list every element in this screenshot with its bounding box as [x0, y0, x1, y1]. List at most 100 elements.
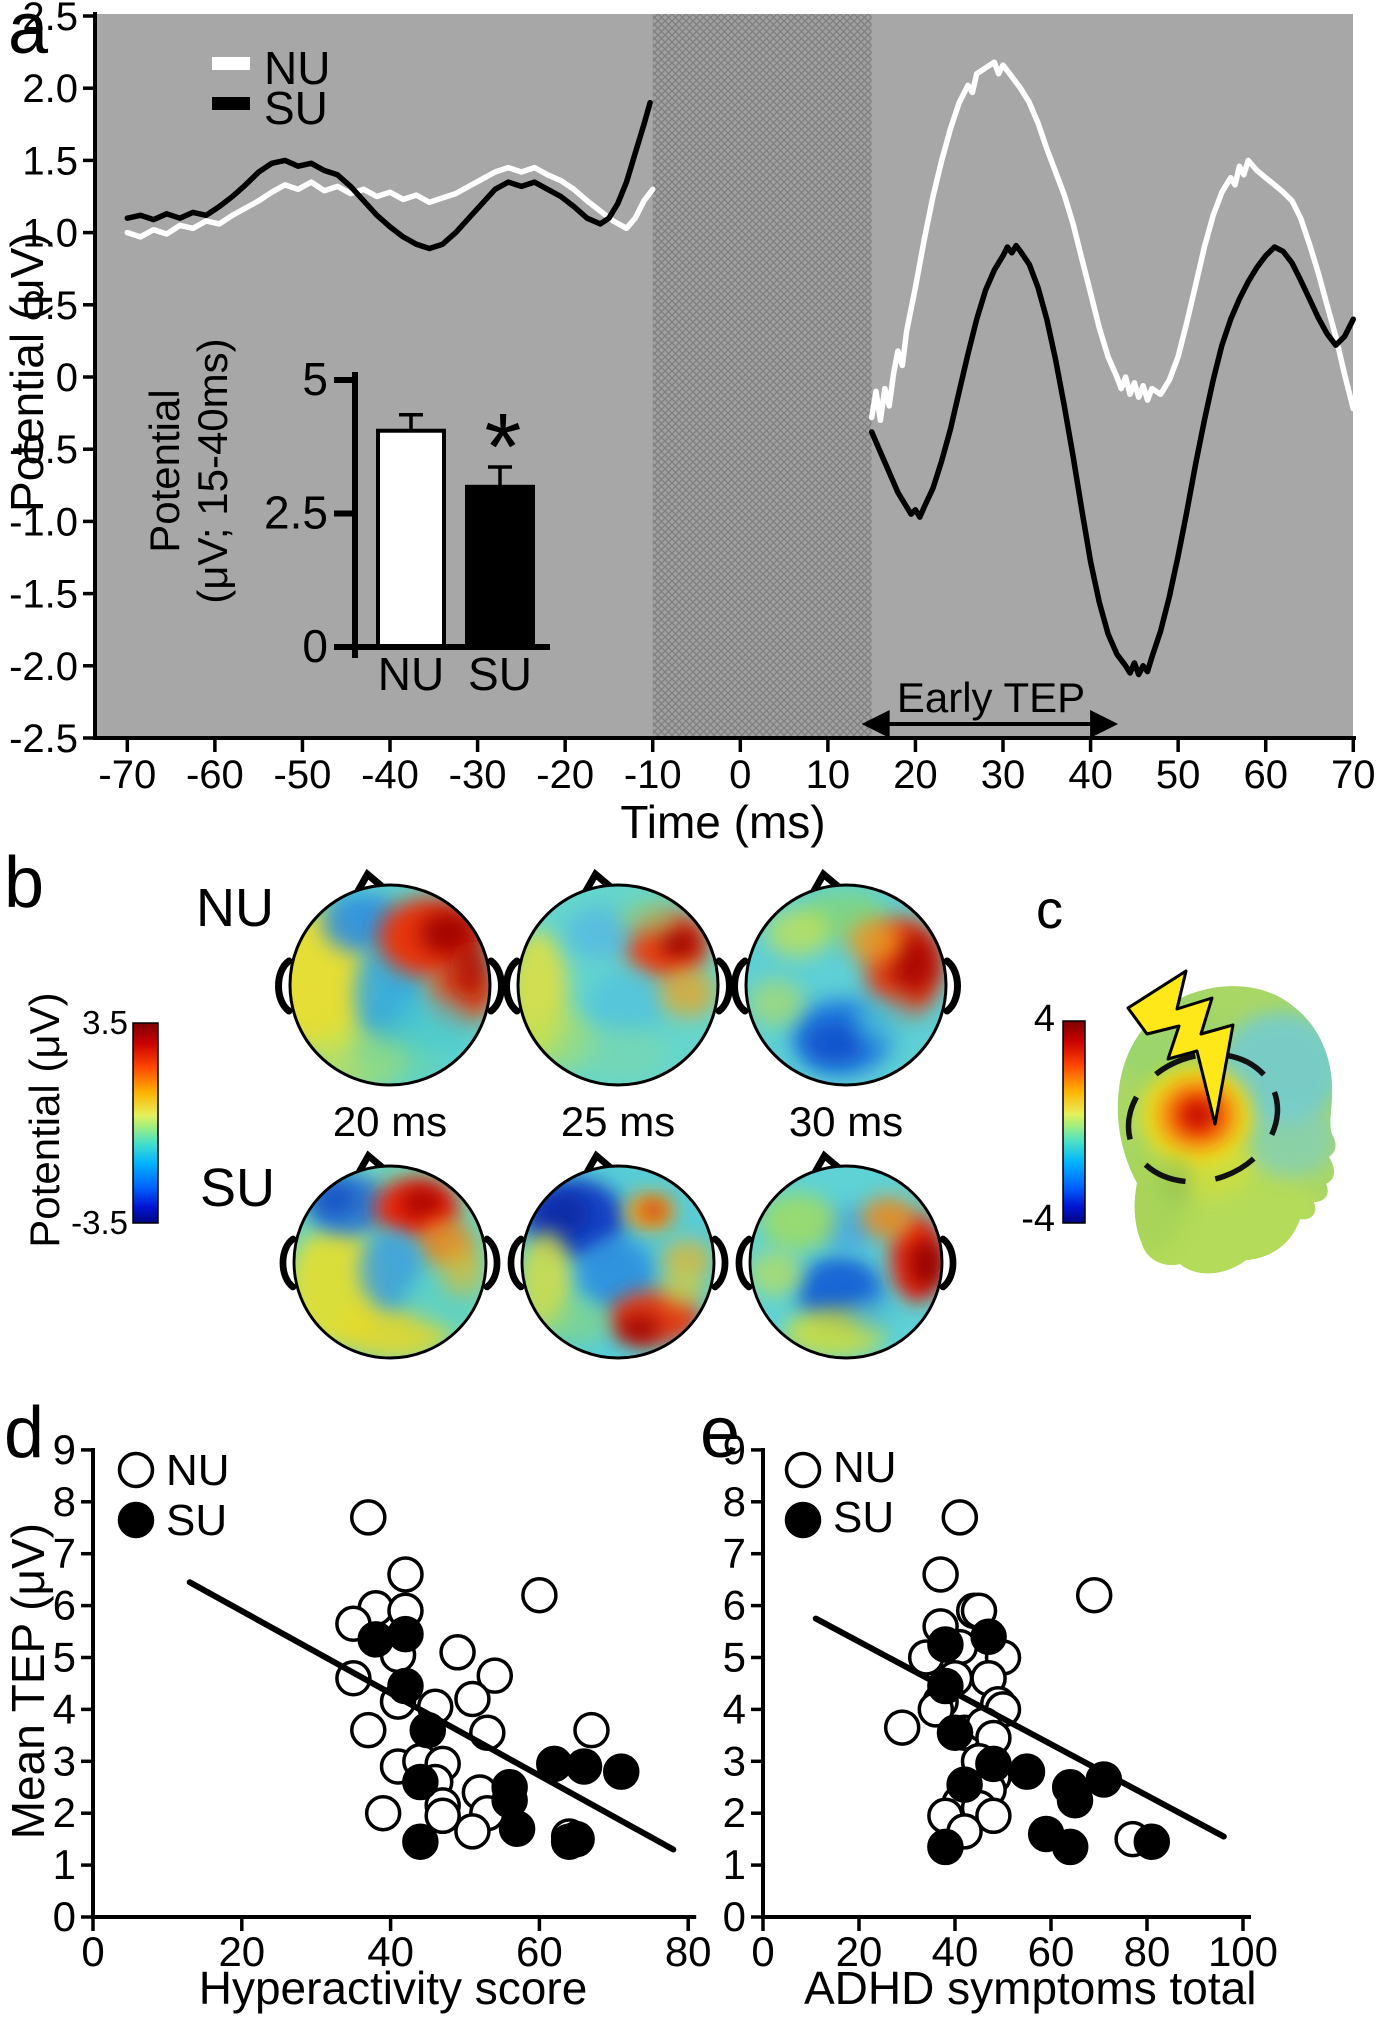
topomap-blob: [618, 899, 678, 935]
ear-right-icon: [711, 1235, 729, 1291]
topomap-blob: [909, 1238, 943, 1289]
panel-d-legend-marker-nu: [117, 1451, 155, 1489]
topomap-time-20ms: 20 ms: [332, 1098, 448, 1145]
panel-e-y-tick-label: 9: [723, 1426, 746, 1473]
topomap-nu-25ms: [503, 868, 733, 1087]
ear-left-icon: [735, 1235, 753, 1291]
panel-d-point-nu: [387, 1556, 424, 1593]
topomap-blob: [546, 1298, 609, 1345]
panel-a-y-tick-label: -2.5: [9, 717, 78, 761]
topomap-blob: [390, 995, 470, 1055]
colorbar-c-min: -4: [1021, 1198, 1055, 1240]
panel-d-point-su: [387, 1615, 424, 1653]
topomap-blob: [766, 909, 830, 957]
topomap-blob: [748, 979, 804, 1027]
trace-nu-post-stimulus: [868, 59, 1357, 424]
topomap-outline: [520, 1164, 716, 1360]
panel-e-point-su: [946, 1766, 983, 1803]
topomap-blob: [401, 1187, 444, 1218]
panel-d-point-su: [602, 1753, 640, 1790]
legend-su-swatch: [212, 97, 250, 110]
panel-a-x-tick-label: 70: [1331, 753, 1376, 797]
panel-e-point-nu: [941, 1499, 979, 1536]
panel-d-y-tick-label: 6: [53, 1582, 76, 1629]
panel-d-x-tick-label: 80: [665, 1928, 712, 1975]
panel-a-y-tick-label: -1.5: [9, 573, 78, 617]
topomap-blob: [849, 1295, 900, 1334]
panel-d-y-tick-label: 9: [53, 1426, 76, 1473]
early-tep-annotation: Early TEP: [896, 674, 1086, 721]
panel-e-point-su: [1056, 1781, 1094, 1819]
topomap-blob: [566, 907, 634, 959]
panel-a-y-tick-label: 1.0: [22, 212, 78, 256]
topomap-outline: [292, 1164, 488, 1360]
ear-right-icon: [715, 957, 733, 1015]
topomap-blob: [574, 1025, 666, 1081]
panel-e-x-tick-label: 80: [1124, 1928, 1171, 1975]
topomap-row-label-su: SU: [200, 1158, 276, 1218]
panel-e-point-nu: [975, 1797, 1012, 1835]
topomap-blob: [759, 1192, 837, 1251]
panel-a-xlabel: Time (ms): [620, 796, 826, 848]
ear-right-icon: [487, 957, 505, 1015]
topomap-blob: [641, 1200, 666, 1220]
panel-e-y-tick-label: 8: [723, 1478, 746, 1525]
panel-d-point-nu: [350, 1711, 387, 1749]
head-clipped-area: [1117, 990, 1336, 1274]
topomap-clipped-area: [749, 1166, 943, 1358]
topomap-blob: [662, 1238, 713, 1282]
panel-d-point-nu: [454, 1813, 491, 1850]
topomap-blob: [660, 1269, 707, 1309]
panel-d-point-nu: [454, 1680, 491, 1718]
topomap-blob: [846, 919, 902, 963]
panel-e-x-tick-label: 60: [1028, 1928, 1075, 1975]
inset-category-su: SU: [468, 648, 532, 700]
panel-e-point-nu: [922, 1556, 959, 1593]
panel-e-y-tick-label: 0: [723, 1893, 746, 1940]
panel-a-y-tick-label: 0.5: [22, 284, 78, 328]
panel-e-letter: e: [700, 1393, 741, 1473]
ear-right-icon: [939, 1235, 957, 1291]
panel-a-y-tick-label: 1.5: [22, 139, 78, 183]
panel-d-point-nu: [521, 1576, 558, 1614]
topomap-blob: [618, 1313, 661, 1345]
colorbar-b: [132, 1022, 159, 1224]
panel-a-x-tick-label: 60: [1243, 753, 1288, 797]
panel-e-point-su: [927, 1626, 964, 1663]
ear-left-icon: [275, 957, 293, 1015]
topomap-nu-30ms: [731, 868, 961, 1087]
topomap-clipped-area: [521, 1166, 714, 1358]
topomap-time-25ms: 25 ms: [560, 1098, 676, 1145]
panel-d-point-su: [498, 1810, 536, 1848]
panel-d-regression-line: [186, 1579, 677, 1853]
ear-right-icon: [483, 1235, 501, 1291]
panel-d-point-nu: [424, 1797, 461, 1835]
panel-a-x-tick-label: 30: [981, 753, 1026, 797]
inset-category-nu: NU: [377, 648, 445, 700]
topomap-blob: [577, 1237, 655, 1310]
panel-e-y-tick-label: 5: [723, 1634, 746, 1681]
panel-d-point-su: [402, 1763, 439, 1801]
panel-d-point-nu: [439, 1634, 476, 1671]
topomap-outline: [516, 883, 720, 1087]
panel-b-letter: b: [4, 843, 45, 923]
panel-e-x-tick-label: 20: [836, 1928, 883, 1975]
ear-left-icon: [279, 1235, 297, 1291]
panel-a-x-tick-label: -40: [361, 753, 419, 797]
topomap-blob: [588, 969, 664, 1037]
topomap-blob: [856, 996, 916, 1044]
panel-d-x-tick-label: 0: [81, 1928, 104, 1975]
panel-a-x-tick-label: 40: [1068, 753, 1113, 797]
panel-d-x-tick-label: 60: [516, 1928, 563, 1975]
panel-d-legend-su: SU: [166, 1496, 228, 1545]
topomap-blob: [804, 1021, 864, 1065]
panel-e-point-su: [1008, 1753, 1046, 1790]
panel-e-regression-line: [812, 1615, 1227, 1840]
panel-a-y-tick-label: 0: [56, 356, 78, 400]
panel-e-y-tick-label: 4: [723, 1685, 746, 1732]
panel-c-letter: c: [1036, 880, 1063, 940]
colorbar-c: [1062, 1020, 1086, 1224]
panel-e-point-su: [970, 1618, 1007, 1655]
panel-e-point-su: [927, 1828, 964, 1866]
